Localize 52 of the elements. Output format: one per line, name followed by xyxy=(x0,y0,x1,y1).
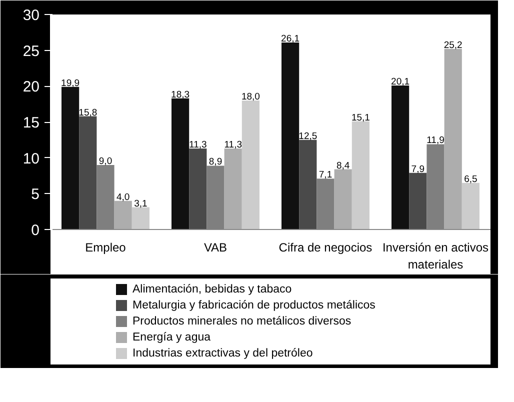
bar xyxy=(114,200,132,230)
bar xyxy=(352,121,370,230)
legend-label: Productos minerales no metálicos diversos xyxy=(132,316,352,328)
y-tick-label: 5 xyxy=(31,186,40,204)
data-label: 19,9 xyxy=(61,78,80,89)
data-label: 4,0 xyxy=(116,192,130,203)
bar xyxy=(444,48,462,230)
y-tick-label: 20 xyxy=(22,78,40,96)
data-label: 8,4 xyxy=(336,160,350,172)
data-label: 18,0 xyxy=(241,92,260,102)
data-label: 12,5 xyxy=(298,130,318,142)
bar xyxy=(132,207,150,230)
x-tick-label: Empleo xyxy=(85,240,126,254)
legend-label: Alimentación, bebidas y tabaco xyxy=(132,284,292,296)
data-label: 8,9 xyxy=(208,156,222,168)
data-label: 15,1 xyxy=(351,112,370,124)
data-label: 7,9 xyxy=(411,164,425,175)
bar xyxy=(62,86,80,230)
x-tick-label: Inversión en activos materiales xyxy=(382,240,489,272)
bar xyxy=(392,85,410,230)
x-tick-label: Cifra de negocios xyxy=(278,240,372,254)
data-label: 11,9 xyxy=(426,135,444,146)
bar xyxy=(189,148,207,230)
bar xyxy=(462,182,480,230)
data-label: 6,5 xyxy=(464,174,478,185)
data-label: 11,3 xyxy=(189,140,207,151)
y-tick-label: 15 xyxy=(22,114,40,132)
data-label: 9,0 xyxy=(98,156,112,167)
legend-label: Industrias extractivas y del petróleo xyxy=(132,348,313,360)
data-label: 3,1 xyxy=(134,198,148,210)
y-tick-label: 0 xyxy=(31,222,40,239)
bar xyxy=(172,98,190,230)
bar xyxy=(79,116,97,230)
bar xyxy=(299,140,317,230)
data-label: 25,2 xyxy=(444,40,462,51)
y-tick-label: 10 xyxy=(22,150,40,168)
data-label: 20,1 xyxy=(391,76,410,88)
bar xyxy=(334,169,352,230)
bar xyxy=(409,172,427,230)
legend-label: Energía y agua xyxy=(132,332,212,344)
legend-label: Metalurgia y fabricación de productos metálicos xyxy=(132,300,376,312)
bar xyxy=(224,148,242,230)
data-label: 26,1 xyxy=(281,33,300,44)
y-tick-label: 30 xyxy=(22,7,40,24)
data-label: 15,8 xyxy=(78,107,98,118)
bar xyxy=(282,42,300,230)
bar xyxy=(242,100,260,230)
x-tick-label: VAB xyxy=(204,240,228,254)
data-label: 7,1 xyxy=(318,170,332,181)
y-tick-label: 25 xyxy=(22,42,40,60)
data-label: 18,3 xyxy=(171,89,190,100)
data-label: 11,3 xyxy=(224,140,242,151)
